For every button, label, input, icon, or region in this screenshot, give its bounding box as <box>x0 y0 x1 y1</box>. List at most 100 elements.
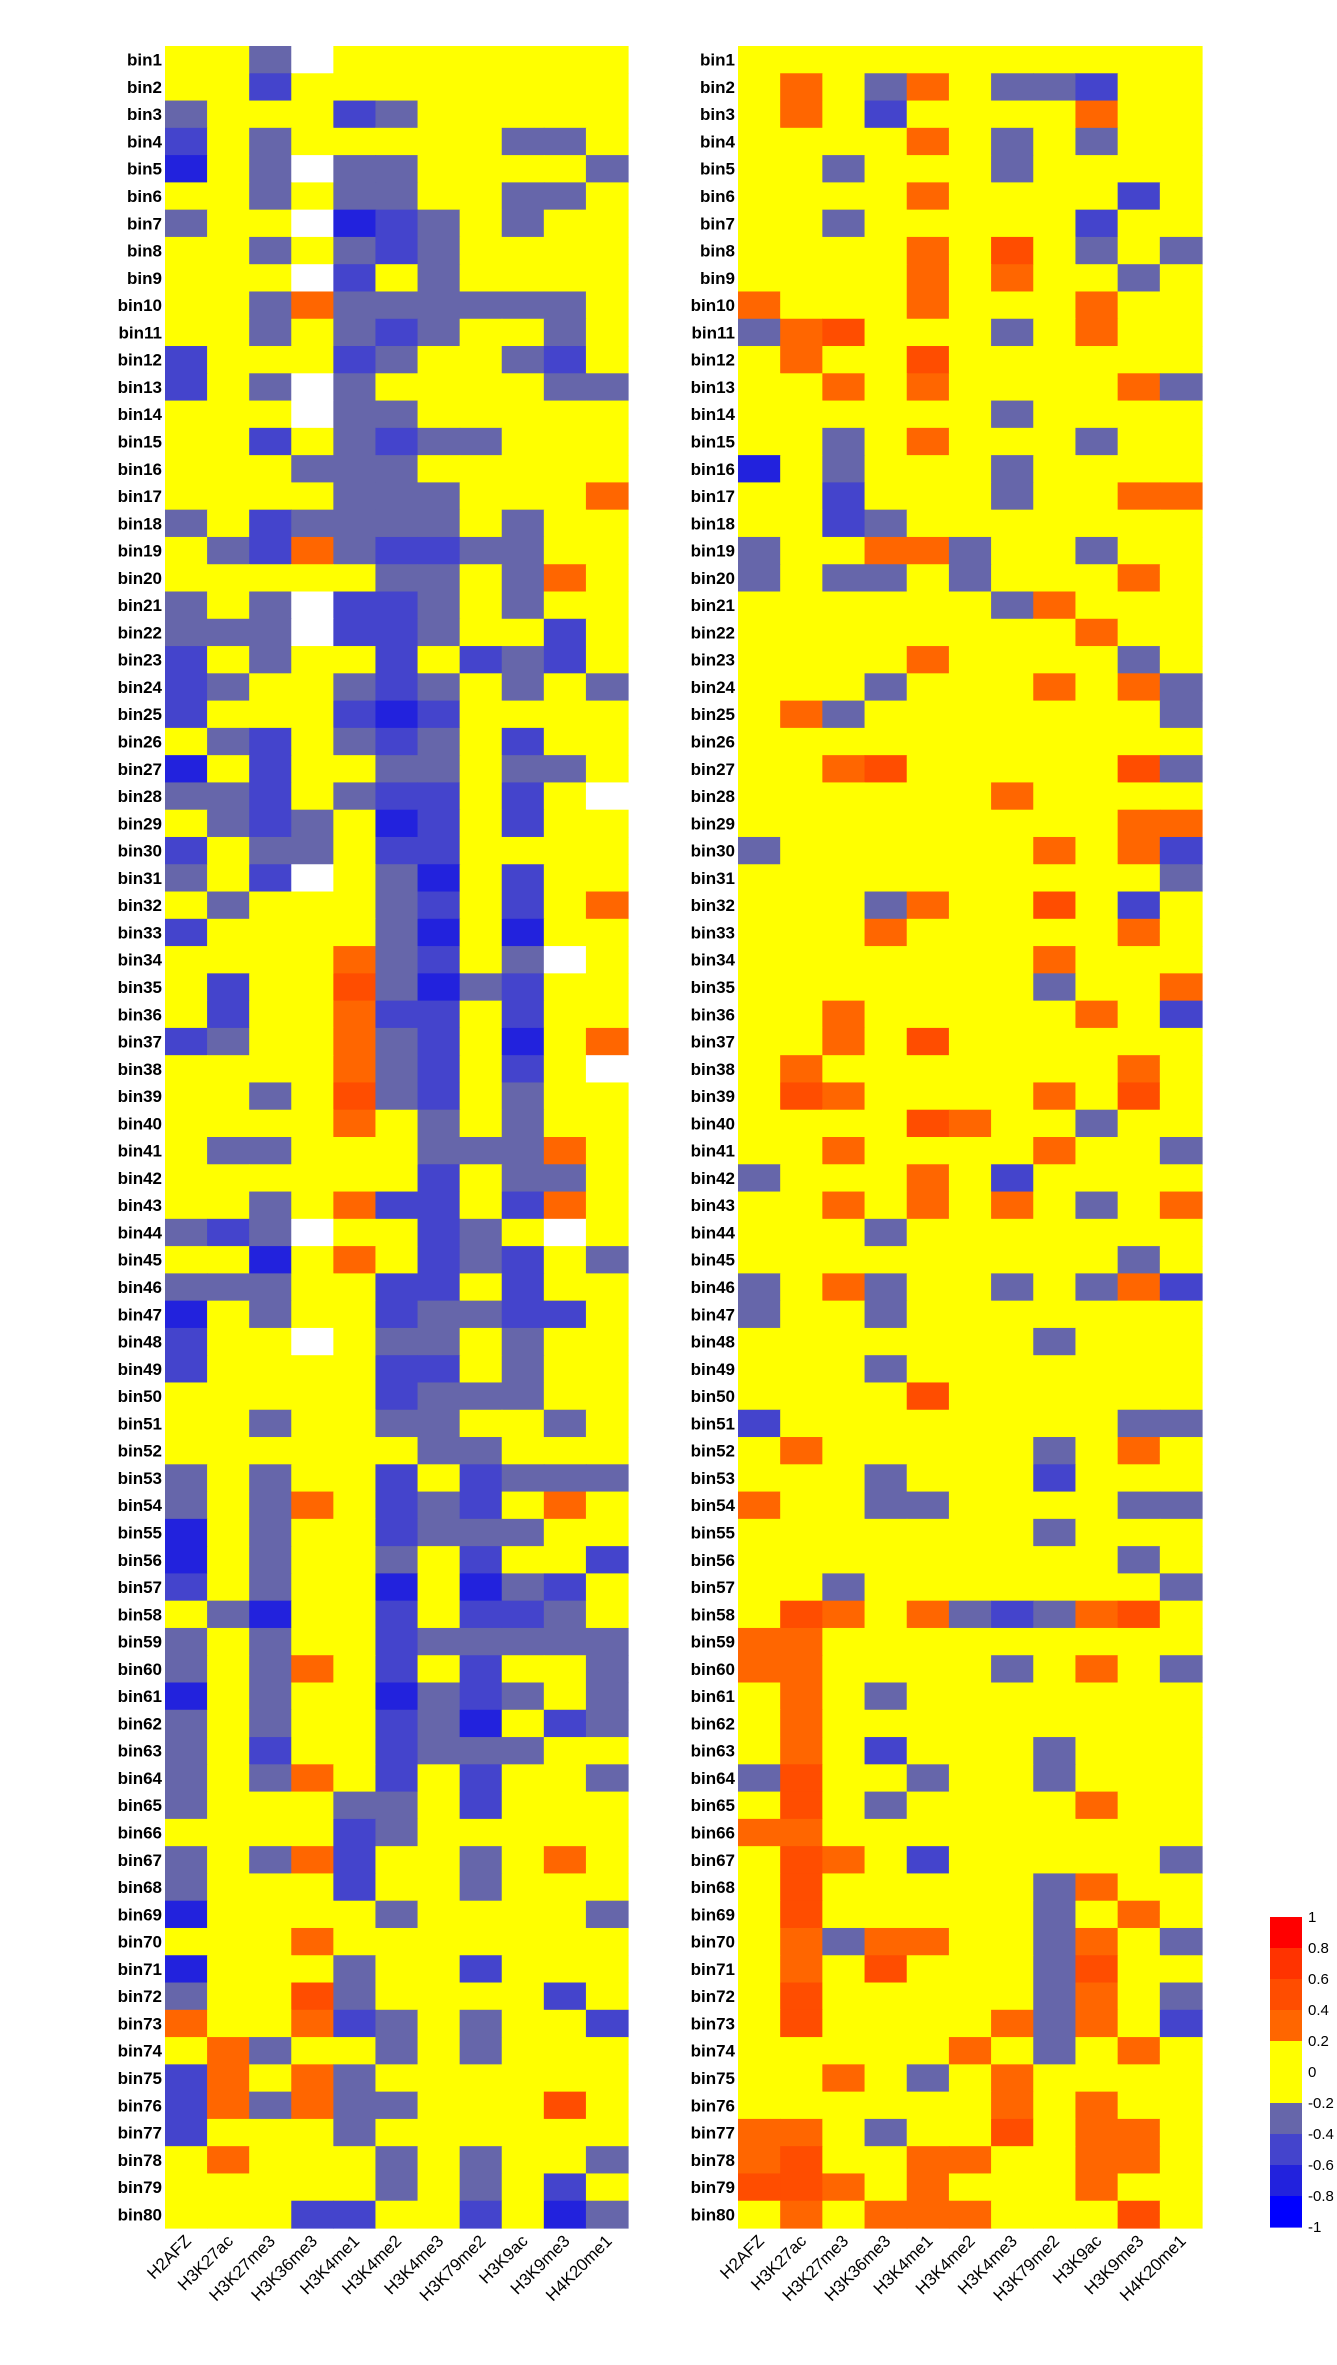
right-cell-bin17-H3K27ac <box>780 482 823 511</box>
right-cell-bin58-H3K79me2 <box>1033 1600 1077 1629</box>
right-cell-bin41-H3K27me3 <box>822 1137 866 1165</box>
left-cell-bin6-H3K36me3 <box>291 182 334 211</box>
right-row-label-bin17: bin17 <box>691 487 735 506</box>
right-row-label-bin36: bin36 <box>691 1005 735 1024</box>
right-cell-bin72-H3K4me3 <box>991 1982 1034 2011</box>
left-cell-bin79-H3K4me3 <box>417 2173 461 2202</box>
right-cell-bin61-H3K4me2 <box>948 1682 992 1711</box>
right-cell-bin62-H3K36me3 <box>864 1709 908 1738</box>
right-cell-bin14-H3K36me3 <box>864 400 908 429</box>
right-cell-bin28-H4K20me1 <box>1159 782 1203 811</box>
right-cell-bin21-H3K79me2 <box>1033 591 1077 620</box>
right-cell-bin28-H3K9ac <box>1075 782 1119 811</box>
right-cell-bin40-H3K4me2 <box>948 1109 992 1138</box>
left-cell-bin31-H3K79me2 <box>459 864 503 893</box>
right-row-label-bin51: bin51 <box>691 1414 735 1433</box>
right-cell-bin39-H3K9ac <box>1075 1082 1119 1111</box>
right-cell-bin11-H3K4me1 <box>906 318 950 347</box>
left-cell-bin32-H2AFZ <box>165 891 208 920</box>
left-cell-bin33-H3K4me1 <box>333 918 377 947</box>
left-cell-bin28-H3K4me3 <box>417 782 461 811</box>
right-cell-bin79-H3K9ac <box>1075 2173 1119 2202</box>
left-cell-bin77-H3K36me3 <box>291 2118 334 2147</box>
left-cell-bin48-H3K9me3 <box>543 1327 587 1356</box>
right-cell-bin12-H3K79me2 <box>1033 346 1077 374</box>
left-cell-bin70-H3K36me3 <box>291 1927 334 1956</box>
colorbar-legend: 10.80.60.40.20-0.2-0.4-0.6-0.8-1 <box>1270 1909 1334 2236</box>
left-cell-bin67-H3K4me2 <box>375 1846 419 1875</box>
colorbar-segment-7 <box>1270 2134 1302 2166</box>
right-cell-bin48-H3K27ac <box>780 1327 823 1356</box>
right-cell-bin16-H3K36me3 <box>864 455 908 484</box>
left-row-label-bin62: bin62 <box>118 1714 162 1733</box>
left-cell-bin34-H3K4me1 <box>333 946 377 974</box>
left-cell-bin34-H3K4me2 <box>375 946 419 974</box>
right-cell-bin51-H3K9me3 <box>1117 1409 1161 1438</box>
right-cell-bin23-H3K9me3 <box>1117 646 1161 674</box>
left-row-label-bin34: bin34 <box>118 951 163 970</box>
right-cell-bin35-H3K4me3 <box>991 973 1034 1002</box>
left-cell-bin56-H3K27me3 <box>249 1546 292 1575</box>
right-cell-bin79-H3K36me3 <box>864 2173 908 2202</box>
left-cell-bin30-H4K20me1 <box>585 836 629 865</box>
colorbar-tick-0.6: 0.6 <box>1308 1971 1329 1988</box>
left-row-label-bin63: bin63 <box>118 1742 162 1761</box>
right-row-label-bin67: bin67 <box>691 1851 735 1870</box>
right-cell-bin32-H2AFZ <box>738 891 781 920</box>
left-cell-bin55-H3K4me1 <box>333 1518 377 1547</box>
left-cell-bin79-H4K20me1 <box>585 2173 629 2202</box>
left-cell-bin10-H3K9ac <box>501 291 545 320</box>
right-cell-bin74-H3K9me3 <box>1117 2037 1161 2065</box>
left-row-label-bin60: bin60 <box>118 1660 162 1679</box>
left-cell-bin58-H3K79me2 <box>459 1600 503 1629</box>
left-row-label-bin76: bin76 <box>118 2096 162 2115</box>
left-row-label-bin2: bin2 <box>127 78 162 97</box>
left-cell-bin18-H3K36me3 <box>291 509 334 538</box>
left-cell-bin54-H3K27ac <box>207 1491 250 1520</box>
left-cell-bin35-H3K9ac <box>501 973 545 1002</box>
left-cell-bin24-H3K79me2 <box>459 673 503 702</box>
right-cell-bin56-H3K27ac <box>780 1546 823 1575</box>
right-cell-bin25-H3K9ac <box>1075 700 1119 729</box>
right-cell-bin18-H2AFZ <box>738 509 781 538</box>
left-cell-bin62-H3K9me3 <box>543 1709 587 1738</box>
right-cell-bin20-H3K4me3 <box>991 564 1034 593</box>
left-cell-bin46-H3K27me3 <box>249 1273 292 1302</box>
left-cell-bin8-H3K36me3 <box>291 236 334 265</box>
left-cell-bin19-H2AFZ <box>165 536 208 565</box>
left-cell-bin41-H3K27me3 <box>249 1137 292 1165</box>
right-cell-bin61-H3K36me3 <box>864 1682 908 1711</box>
left-cell-bin57-H3K4me3 <box>417 1573 461 1602</box>
right-cell-bin74-H2AFZ <box>738 2037 781 2065</box>
left-cell-bin45-H3K27me3 <box>249 1246 292 1274</box>
left-cell-bin47-H3K9me3 <box>543 1300 587 1329</box>
right-row-label-bin68: bin68 <box>691 1878 735 1897</box>
left-cell-bin46-H3K4me3 <box>417 1273 461 1302</box>
left-cell-bin1-H3K9me3 <box>543 46 587 74</box>
left-cell-bin20-H3K4me3 <box>417 564 461 593</box>
right-cell-bin40-H3K9ac <box>1075 1109 1119 1138</box>
left-cell-bin66-H2AFZ <box>165 1818 208 1847</box>
left-cell-bin51-H4K20me1 <box>585 1409 629 1438</box>
left-cell-bin44-H4K20me1 <box>585 1218 629 1247</box>
right-cell-bin13-H2AFZ <box>738 373 781 402</box>
left-cell-bin65-H3K9ac <box>501 1791 545 1820</box>
left-cell-bin21-H3K79me2 <box>459 591 503 620</box>
left-cell-bin43-H2AFZ <box>165 1191 208 1220</box>
right-cell-bin1-H3K27ac <box>780 46 823 74</box>
left-cell-bin36-H3K4me2 <box>375 1000 419 1029</box>
left-cell-bin42-H3K4me2 <box>375 1164 419 1193</box>
left-cell-bin64-H4K20me1 <box>585 1764 629 1793</box>
right-cell-bin60-H3K4me2 <box>948 1655 992 1684</box>
right-cell-bin66-H3K4me1 <box>906 1818 950 1847</box>
right-cell-bin53-H3K4me1 <box>906 1464 950 1493</box>
left-cell-bin31-H4K20me1 <box>585 864 629 893</box>
right-cell-bin18-H3K27ac <box>780 509 823 538</box>
right-cell-bin77-H3K79me2 <box>1033 2118 1077 2147</box>
left-row-label-bin75: bin75 <box>118 2069 162 2088</box>
right-row-label-bin6: bin6 <box>700 187 735 206</box>
right-cell-bin71-H3K36me3 <box>864 1955 908 1984</box>
left-cell-bin51-H3K4me2 <box>375 1409 419 1438</box>
right-cell-bin7-H3K36me3 <box>864 209 908 238</box>
left-cell-bin34-H3K27ac <box>207 946 250 974</box>
